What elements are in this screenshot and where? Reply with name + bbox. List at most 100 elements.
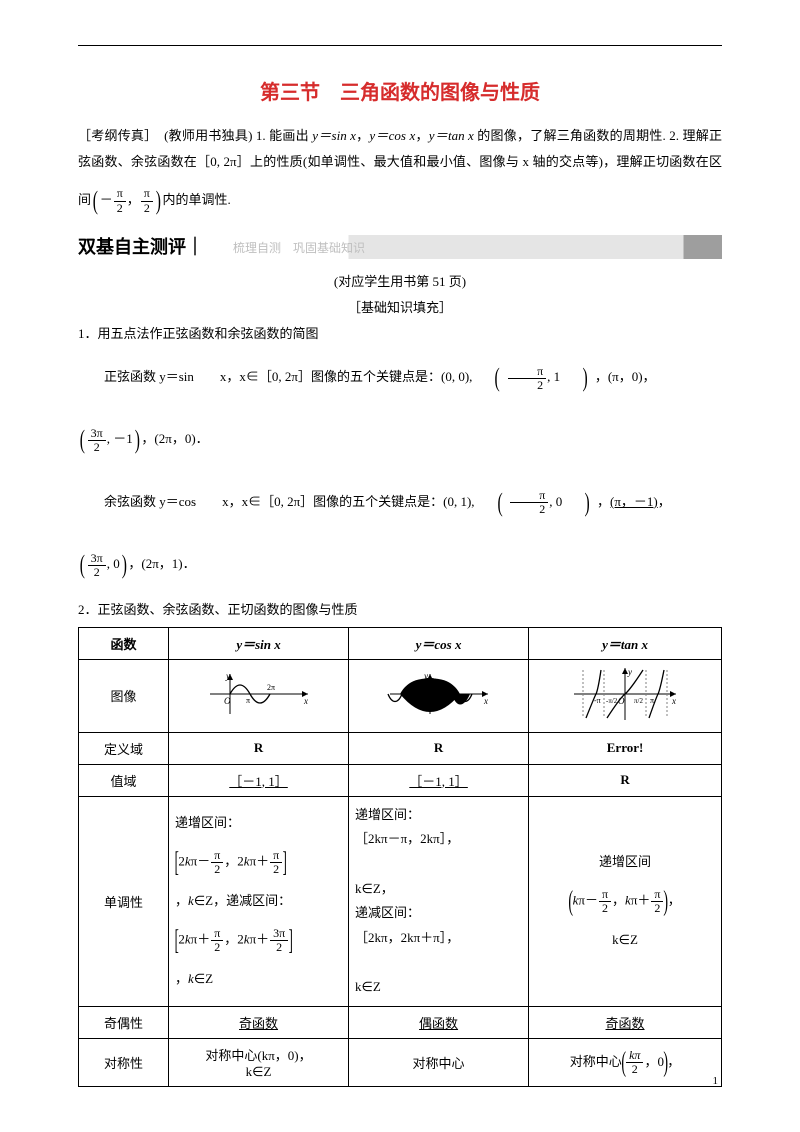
section-bar-label: 双基自主测评｜ (78, 233, 204, 259)
den: 2 (88, 441, 106, 454)
table-row: 函数 y＝sin x y＝cos x y＝tan x (79, 627, 722, 659)
svg-text:O: O (224, 696, 231, 706)
num: π (141, 187, 153, 201)
td-sym-label: 对称性 (79, 1039, 169, 1087)
page-number: 1 (713, 1075, 719, 1087)
frac: π2 (599, 888, 611, 915)
one: 1 (554, 369, 561, 384)
frac: π2 (270, 849, 282, 876)
lbracket-icon: [ (175, 914, 179, 967)
t: 对称中心(kπ，0)， (205, 1048, 311, 1063)
td-graph-label: 图像 (79, 659, 169, 732)
page-title: 第三节 三角函数的图像与性质 (78, 76, 722, 105)
cos-dec: ［2kπ，2kπ＋π］， (355, 930, 459, 945)
td-sin-range: ［－1, 1］ (169, 764, 349, 796)
zero: 0 (113, 556, 120, 571)
den: 2 (114, 202, 126, 215)
cos-inc: ［2kπ－π，2kπ］， (355, 831, 459, 846)
table-row: 值域 ［－1, 1］ ［－1, 1］ R (79, 764, 722, 796)
n: kπ (626, 1049, 643, 1063)
rparen-icon: ) (156, 175, 161, 227)
den: 2 (508, 379, 546, 392)
rparen-icon: ) (663, 1047, 668, 1079)
t: 对称中心 (570, 1054, 622, 1069)
td-tan-range: R (529, 764, 722, 796)
even: 偶函数 (419, 1016, 458, 1031)
range: ［－1, 1］ (409, 774, 468, 789)
d: 2 (211, 863, 223, 876)
syll-f3: y＝tan x (429, 128, 474, 143)
n: π (211, 927, 223, 941)
syll-tail2: 内的单调性. (163, 192, 231, 207)
sub-head: ［基础知识填充］ (78, 295, 722, 321)
th-sin: y＝sin x (169, 627, 349, 659)
td-parity-label: 奇偶性 (79, 1007, 169, 1039)
td-sin-sym: 对称中心(kπ，0)， k∈Z (169, 1039, 349, 1087)
syll-lead: ［考纲传真］ (教师用书独具) 1. 能画出 (78, 128, 312, 143)
td-cos-sym: 对称中心 (349, 1039, 529, 1087)
n: 3π (270, 927, 288, 941)
lparen-icon: ( (481, 472, 502, 534)
kz: k∈Z (246, 1064, 272, 1079)
frac-pi2: π2 (141, 187, 153, 214)
lparen-icon: ( (93, 175, 98, 227)
sine-points-2: (3π2, －1)，(2π，0)． (78, 409, 722, 471)
syllabus-text: ［考纲传真］ (教师用书独具) 1. 能画出 y＝sin x，y＝cos x，y… (78, 123, 722, 227)
item2-head: 2．正弦函数、余弦函数、正切函数的图像与性质 (78, 597, 722, 623)
section-bar: 双基自主测评｜ 梳理自测 巩固基础知识 (78, 235, 722, 259)
lparen-icon: ( (479, 347, 500, 409)
table-row: 单调性 递增区间： [2kπ－π2，2kπ＋π2] ，k∈Z，递减区间： [2k… (79, 796, 722, 1007)
td-tan-mono: 递增区间 (kπ－π2，kπ＋π2)， k∈Z (529, 796, 722, 1007)
num: 3π (88, 427, 106, 441)
td-range-label: 值域 (79, 764, 169, 796)
d: 2 (211, 941, 223, 954)
t3: ， (658, 494, 671, 509)
comma: ， (127, 192, 140, 207)
svg-text:π: π (650, 696, 654, 705)
page-ref: (对应学生用书第 51 页) (78, 269, 722, 295)
section-bar-sub: 梳理自测 巩固基础知识 (233, 239, 365, 256)
odd: 奇函数 (239, 1016, 278, 1031)
den: 2 (88, 566, 106, 579)
table-row: 定义域 R R Error! (79, 732, 722, 764)
d: 2 (651, 902, 663, 915)
lbl: 递增区间： (355, 807, 420, 822)
svg-text:x: x (671, 696, 676, 706)
rbracket-icon: ] (283, 836, 287, 889)
table-row: 对称性 对称中心(kπ，0)， k∈Z 对称中心 对称中心(kπ2，0)， (79, 1039, 722, 1087)
td-sin-mono: 递增区间： [2kπ－π2，2kπ＋π2] ，k∈Z，递减区间： [2kπ＋π2… (169, 796, 349, 1007)
th-tan: y＝tan x (529, 627, 722, 659)
td-cos-mono: 递增区间： ［2kπ－π，2kπ］， k∈Z， 递减区间： ［2kπ，2kπ＋π… (349, 796, 529, 1007)
frac-pi2: π2 (508, 365, 546, 392)
rparen-icon: ) (569, 472, 590, 534)
td-tan-graph: y x O -π π -π/2 π/2 (529, 659, 722, 732)
td-tan-domain: Error! (529, 732, 722, 764)
R: R (254, 740, 263, 755)
frac-negpi2: π2 (114, 187, 126, 214)
sep2: ， (415, 128, 428, 143)
page: 第三节 三角函数的图像与性质 ［考纲传真］ (教师用书独具) 1. 能画出 y＝… (0, 0, 800, 1117)
cos-points-2: (3π2, 0)，(2π，1)． (78, 534, 722, 596)
t1: 余弦函数 y＝cos x，x∈［0, 2π］图像的五个关键点是：(0, 1), (104, 494, 475, 509)
range: ［－1, 1］ (229, 774, 288, 789)
lparen-icon: ( (80, 409, 85, 471)
neg: － (100, 192, 113, 207)
syll-f2: y＝cos x (369, 128, 415, 143)
lbl: 递增区间 (599, 854, 651, 869)
th-func: 函数 (79, 627, 169, 659)
lbracket-icon: [ (175, 836, 179, 889)
lbl2: 递减区间： (355, 905, 420, 920)
td-sin-graph: y x O π 2π (169, 659, 349, 732)
t1: 正弦函数 y＝sin x，x∈［0, 2π］图像的五个关键点是：(0, 0), (104, 369, 472, 384)
rparen-icon: ) (664, 875, 669, 928)
frac: π2 (211, 849, 223, 876)
svg-text:x: x (483, 696, 488, 706)
svg-text:π/2: π/2 (634, 697, 643, 705)
cos-graph-icon: y x O π (384, 670, 494, 718)
den: 2 (510, 503, 548, 516)
table-row: 奇偶性 奇函数 偶函数 奇函数 (79, 1007, 722, 1039)
R: R (620, 772, 629, 787)
td-cos-graph: y x O π (349, 659, 529, 732)
item1-head: 1．用五点法作正弦函数和余弦函数的简图 (78, 321, 722, 347)
frac: π2 (651, 888, 663, 915)
